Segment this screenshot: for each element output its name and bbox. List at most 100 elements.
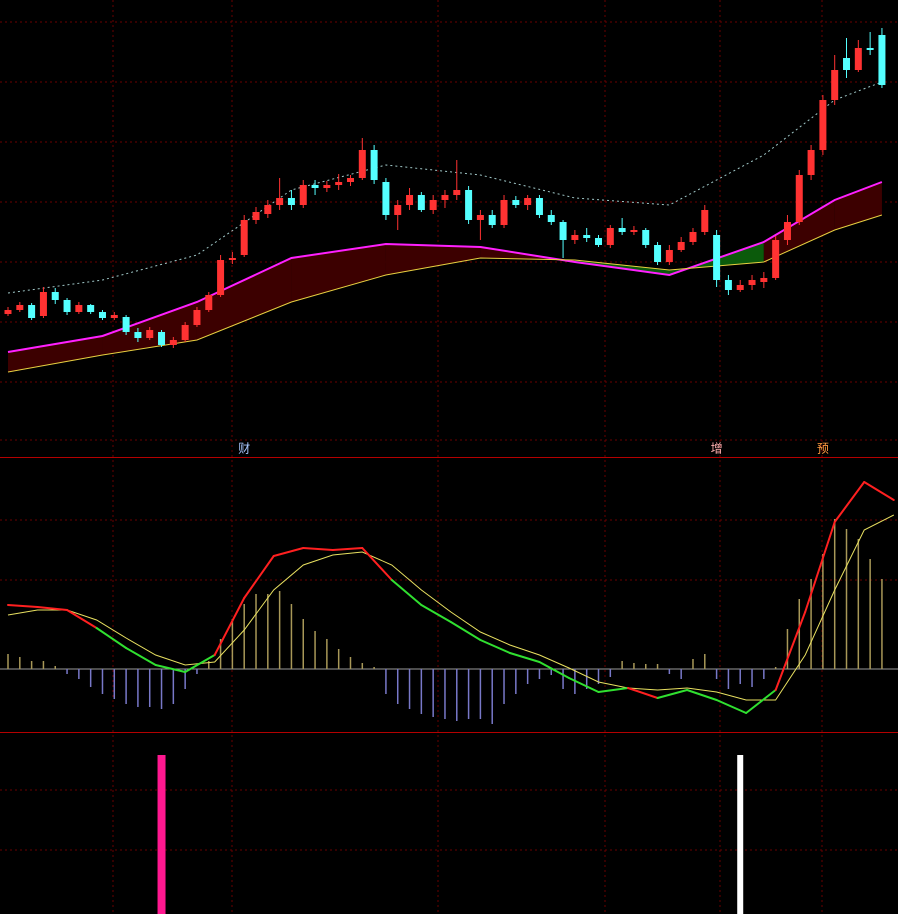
candle-body bbox=[748, 280, 756, 285]
band bbox=[385, 244, 481, 275]
dif-line bbox=[154, 664, 187, 673]
candle-body bbox=[63, 300, 71, 312]
moving-average-line bbox=[7, 81, 883, 294]
dif-line bbox=[302, 547, 334, 551]
candle-body bbox=[394, 205, 402, 215]
candle-body bbox=[689, 232, 697, 242]
candle-body bbox=[406, 195, 414, 205]
band bbox=[196, 258, 292, 340]
dif-line bbox=[449, 621, 482, 641]
candle-body bbox=[417, 195, 425, 210]
candle-body bbox=[595, 238, 602, 245]
candle-body bbox=[75, 305, 83, 312]
candle-body bbox=[382, 182, 390, 215]
candle-body bbox=[370, 150, 378, 180]
candle-body bbox=[583, 235, 591, 238]
candle-body bbox=[453, 190, 461, 195]
dif-line bbox=[508, 652, 541, 663]
candle-body bbox=[760, 278, 768, 282]
event-label: 预 bbox=[817, 442, 829, 456]
dif-line bbox=[390, 579, 423, 606]
candle-body bbox=[264, 205, 272, 214]
candle-body bbox=[783, 222, 791, 240]
candle-body bbox=[618, 228, 626, 232]
event-label: 增 bbox=[711, 442, 723, 456]
candle-body bbox=[441, 195, 449, 200]
band bbox=[763, 200, 835, 262]
candle-body bbox=[736, 285, 744, 290]
dif-line bbox=[420, 604, 452, 623]
candle-body bbox=[772, 240, 780, 278]
candle-body bbox=[476, 215, 484, 220]
candle-body bbox=[158, 332, 166, 345]
candle-body bbox=[642, 230, 650, 245]
dif-line bbox=[361, 547, 393, 581]
dif-line bbox=[745, 689, 777, 714]
candle-body bbox=[87, 305, 95, 312]
candle-body bbox=[488, 215, 496, 225]
candle-body bbox=[524, 198, 532, 205]
candle-body bbox=[878, 35, 886, 85]
dif-line bbox=[213, 597, 246, 656]
candle-body bbox=[39, 292, 47, 316]
dif-line bbox=[243, 555, 275, 599]
band bbox=[8, 336, 103, 372]
dif-line bbox=[656, 689, 689, 699]
dif-line bbox=[863, 481, 895, 501]
candle-body bbox=[677, 242, 685, 250]
candle-body bbox=[795, 175, 803, 222]
candle-body bbox=[713, 235, 721, 280]
candle-body bbox=[146, 330, 154, 338]
dif-line bbox=[125, 647, 157, 666]
candle-body bbox=[335, 182, 343, 185]
moving-average-line bbox=[7, 214, 883, 373]
candle-body bbox=[606, 228, 614, 245]
candle-body bbox=[240, 220, 248, 255]
candle-body bbox=[252, 212, 260, 220]
dif-line bbox=[95, 627, 128, 649]
dif-line bbox=[627, 687, 659, 699]
candle-body bbox=[98, 312, 106, 318]
candle-body bbox=[299, 185, 307, 205]
candle-body bbox=[28, 305, 36, 318]
candle-body bbox=[512, 200, 520, 205]
dif-line bbox=[774, 611, 807, 691]
dif-line bbox=[479, 639, 511, 654]
dif-line bbox=[597, 687, 630, 693]
candle-body bbox=[559, 222, 567, 240]
candle-body bbox=[854, 48, 862, 70]
candle-body bbox=[16, 305, 24, 310]
candle-body bbox=[228, 258, 236, 260]
candle-body bbox=[429, 200, 437, 210]
candle-body bbox=[287, 198, 295, 205]
candle-body bbox=[346, 178, 354, 182]
dif-line bbox=[804, 521, 836, 613]
candle-body bbox=[630, 230, 638, 232]
dif-line bbox=[538, 661, 570, 679]
dif-line bbox=[7, 604, 39, 608]
candle-body bbox=[122, 317, 130, 332]
candle-body bbox=[323, 185, 331, 188]
candle-body bbox=[535, 198, 543, 215]
candle-body bbox=[831, 70, 839, 100]
candle-body bbox=[724, 280, 732, 290]
candle-body bbox=[169, 340, 177, 345]
candle-body bbox=[807, 150, 815, 175]
candle-body bbox=[276, 198, 284, 205]
band bbox=[834, 182, 882, 230]
candle-body bbox=[571, 235, 579, 240]
candle-body bbox=[181, 325, 189, 340]
candle-body bbox=[110, 315, 118, 318]
candle-body bbox=[205, 295, 213, 310]
candle-body bbox=[51, 292, 59, 300]
candle-body bbox=[547, 215, 555, 222]
candle-body bbox=[465, 190, 473, 220]
candle-body bbox=[358, 150, 366, 178]
dif-line bbox=[331, 547, 364, 551]
dea-line bbox=[7, 514, 895, 701]
dif-line bbox=[184, 654, 216, 673]
dif-line bbox=[272, 547, 305, 557]
dif-line bbox=[567, 677, 600, 693]
candle-body bbox=[134, 332, 142, 338]
candle-body bbox=[500, 200, 508, 225]
